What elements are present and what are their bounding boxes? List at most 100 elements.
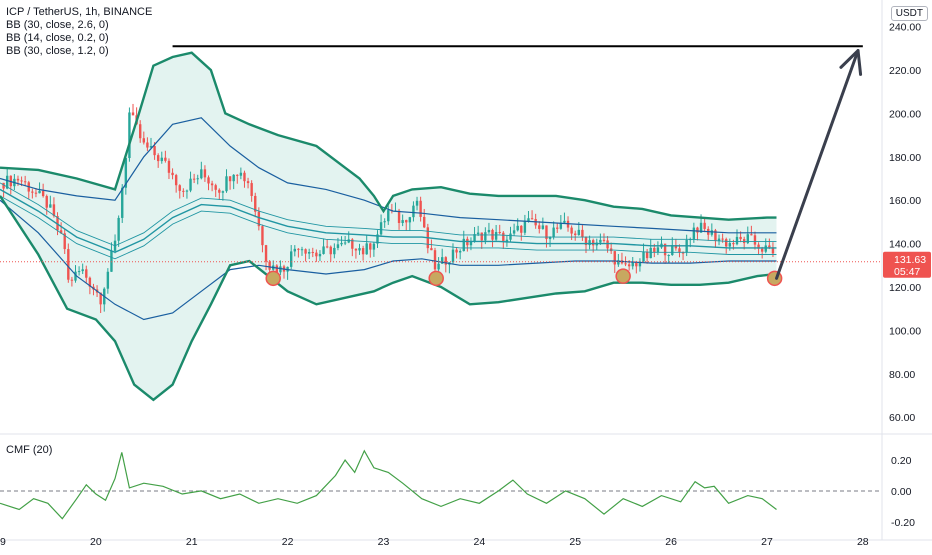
candle-body [322,246,325,254]
candle-body [275,265,279,273]
currency-button[interactable]: USDT [890,6,928,21]
candle-body [88,277,92,287]
indicator-bb-1[interactable]: BB (30, close, 2.6, 0) [6,19,109,31]
candle-body [365,243,368,255]
candle-body [128,112,131,159]
candle-body [469,241,473,246]
candle-body [16,178,20,181]
candle-body [505,239,509,242]
price-tag [883,251,931,278]
touch-marker [265,270,281,287]
candle-body [415,200,419,206]
candle-body [45,196,48,208]
candle-body [124,158,128,188]
y-tick-label: 140.00 [889,239,921,251]
candle-body [696,227,699,233]
candle-body [311,251,314,253]
candle-body [218,189,221,193]
candle-body [473,234,476,242]
candle-body [293,248,296,252]
indicator-bb-2[interactable]: BB (14, close, 0.2, 0) [6,32,109,44]
x-tick-label: 27 [761,536,773,548]
indicator-bb-3[interactable]: BB (30, close, 1.2, 0) [6,45,109,57]
y-tick-label: 160.00 [889,195,921,207]
candle-body [117,217,120,241]
y-tick-label: 100.00 [889,325,921,337]
candle-body [631,262,634,267]
candle-body [674,245,678,249]
x-tick-label: 21 [186,536,198,548]
candle-body [257,211,261,227]
candle-body [221,191,225,193]
candle-body [174,175,178,186]
y-tick-label: 60.00 [889,412,915,424]
candle-body [548,236,552,240]
candle-body [56,216,59,231]
candle-body [99,292,102,305]
candle-body [635,262,638,267]
candle-body [480,232,483,241]
candle-body [149,146,153,148]
candle-body [487,229,491,233]
candle-body [423,216,426,228]
candle-body [451,249,455,263]
candle-body [77,271,81,273]
candle-body [34,192,38,194]
candle-body [563,220,566,223]
candle-body [200,169,203,179]
candle-body [232,174,235,182]
candle-body [325,246,329,248]
candle-body [171,172,174,176]
cmf-indicator-label[interactable]: CMF (20) [6,444,53,456]
candle-body [760,248,764,252]
candle-body [250,183,253,196]
candle-body [153,146,156,156]
bb-outer-lower-line [0,195,777,402]
candle-body [739,236,742,240]
candle-body [591,240,595,246]
candle-body [606,240,609,249]
candle-body [239,172,243,176]
candle-body [203,169,207,178]
candle-body [771,247,775,254]
candle-body [358,248,361,251]
candle-body [710,230,714,235]
candle-body [146,142,149,148]
candle-body [599,239,602,243]
candle-body [210,183,214,186]
candle-body [336,244,340,248]
candle-body [59,230,63,234]
candle-body [732,243,735,245]
candle-body [494,232,498,240]
candle-body [167,160,171,173]
candle-body [721,238,724,240]
cmf-y-tick-label: 0.20 [891,455,912,467]
candle-body [678,248,681,253]
candle-body [602,239,606,241]
candle-body [52,204,56,217]
candle-body [304,249,307,254]
candle-body [753,235,757,245]
candle-body [433,250,437,270]
candle-body [329,246,332,255]
candle-body [397,210,401,224]
candle-body [228,176,232,182]
candle-body [462,238,465,252]
candle-body [106,271,110,289]
candle-body [225,176,228,192]
candle-body [717,238,721,241]
candle-body [376,234,379,244]
y-tick-label: 220.00 [889,65,921,77]
candle-body [121,187,124,218]
candle-body [185,190,189,192]
candle-body [516,225,519,231]
cmf-y-tick-label: 0.00 [891,486,912,498]
candle-body [545,225,548,240]
candle-body [369,243,372,250]
candle-body [20,180,23,182]
touch-marker [615,268,631,284]
candle-body [498,232,501,234]
candle-body [509,233,512,240]
candle-body [588,240,591,246]
